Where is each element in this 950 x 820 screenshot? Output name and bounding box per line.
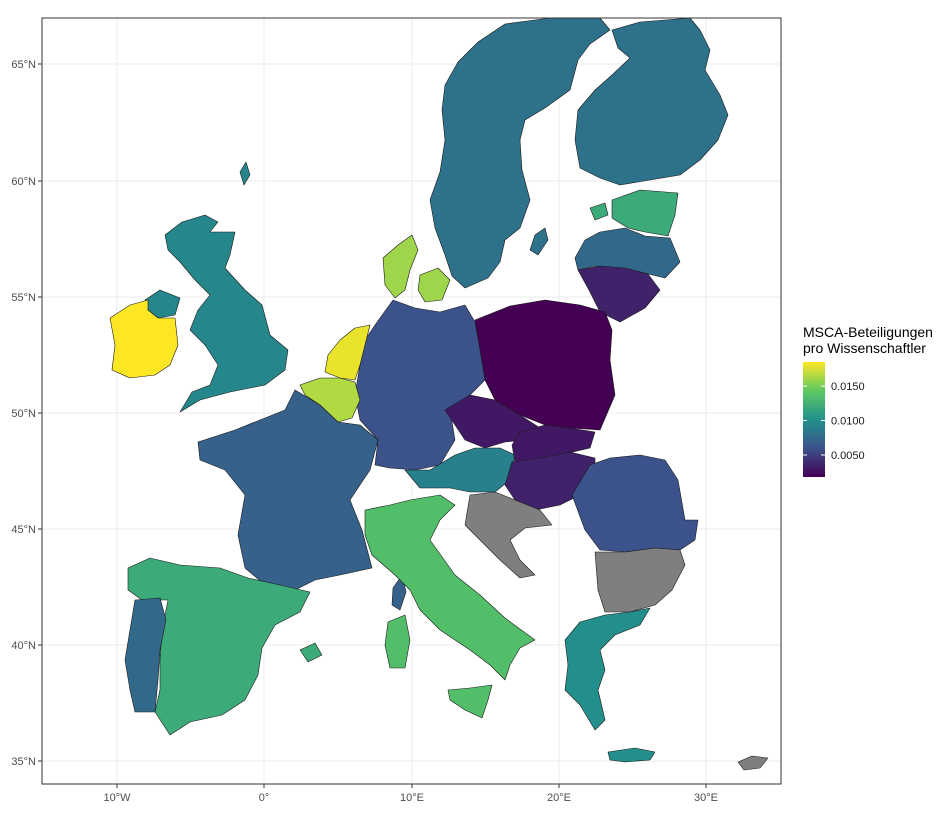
country-netherlands (324, 324, 371, 381)
x-axis-labels: 10°W 0° 10°E 20°E 30°E (103, 792, 718, 804)
country-poland (474, 299, 616, 431)
country-sweden-gotland (529, 227, 549, 256)
country-finland (574, 17, 729, 186)
country-lithuania (577, 265, 661, 323)
country-estonia (611, 189, 679, 237)
country-croatia (464, 491, 553, 579)
country-italy-sardinia (384, 614, 411, 669)
country-italy-sicily (447, 684, 493, 719)
country-greece-crete (607, 747, 656, 763)
country-romania (571, 454, 699, 553)
x-tick-label: 10°E (400, 792, 424, 804)
country-bulgaria (594, 547, 686, 613)
legend-title-line-1: MSCA-Beteiligungen (803, 324, 933, 340)
country-denmark-islands (417, 267, 451, 303)
countries (109, 17, 769, 771)
country-portugal (124, 597, 167, 713)
y-tick-label: 40°N (11, 640, 36, 652)
legend-tick-label: 0.0050 (831, 450, 865, 462)
country-uk-shetland (239, 161, 251, 186)
x-tick-label: 10°W (103, 792, 131, 804)
country-sweden (429, 17, 611, 289)
country-denmark (382, 234, 419, 299)
y-tick-label: 50°N (11, 408, 36, 420)
y-tick-label: 60°N (11, 176, 36, 188)
legend-tick-label: 0.0150 (831, 381, 865, 393)
x-tick-label: 20°E (547, 792, 571, 804)
country-italy (364, 494, 536, 681)
country-slovakia (511, 424, 596, 463)
y-axis-labels: 65°N 60°N 55°N 50°N 45°N 40°N 35°N (11, 59, 36, 768)
x-tick-label: 30°E (694, 792, 718, 804)
legend-colorbar (803, 362, 825, 477)
y-tick-label: 65°N (11, 59, 36, 71)
country-cyprus (737, 755, 769, 771)
country-greece (564, 607, 651, 731)
x-tick-label: 0° (259, 792, 270, 804)
y-tick-label: 55°N (11, 292, 36, 304)
country-ireland (109, 299, 179, 379)
y-tick-label: 35°N (11, 756, 36, 768)
axis-ticks (38, 63, 707, 788)
country-belgium (299, 377, 361, 423)
legend-title-line-2: pro Wissenschaftler (803, 340, 926, 356)
country-estonia-island (589, 202, 609, 221)
legend-ticks: 0.0150 0.0100 0.0050 (803, 381, 865, 462)
legend-title: MSCA-Beteiligungen pro Wissenschaftler (803, 324, 933, 356)
country-spain-balearic (299, 642, 323, 663)
country-uk (164, 214, 289, 413)
y-tick-label: 45°N (11, 524, 36, 536)
country-latvia (574, 227, 681, 279)
legend-tick-label: 0.0100 (831, 416, 865, 428)
